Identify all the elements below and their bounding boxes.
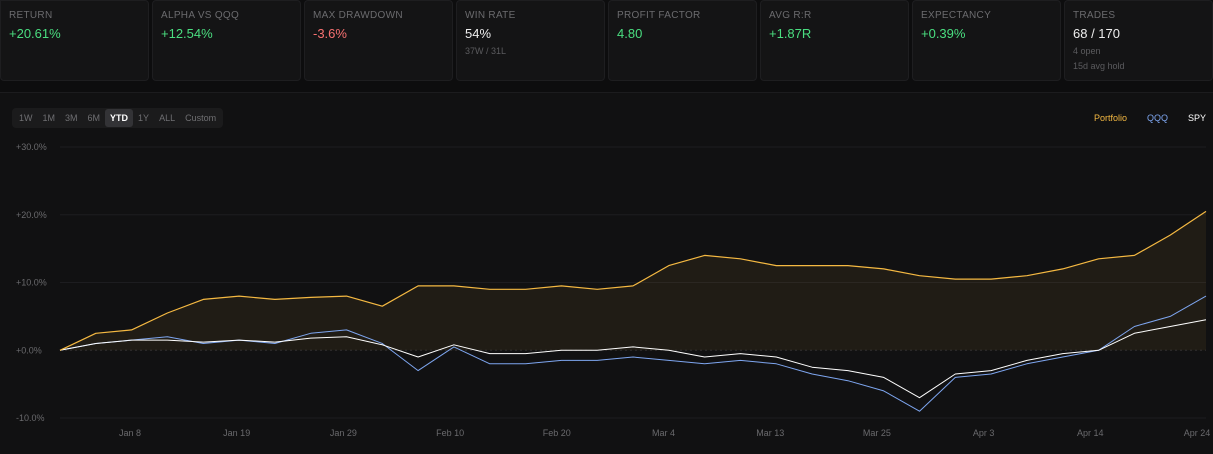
x-tick-label: Feb 10 <box>436 428 464 438</box>
stat-card-trades: TRADES 68 / 170 4 open 15d avg hold <box>1064 0 1213 81</box>
stat-value: +0.39% <box>921 26 966 41</box>
x-tick-label: Mar 13 <box>756 428 784 438</box>
x-tick-label: Jan 29 <box>330 428 357 438</box>
y-tick-label: -10.0% <box>16 413 45 423</box>
y-tick-label: +30.0% <box>16 142 47 152</box>
x-tick-label: Apr 24 <box>1184 428 1211 438</box>
stat-label: TRADES <box>1073 10 1116 21</box>
stat-subtext: 37W / 31L <box>465 46 507 56</box>
series-line-portfolio <box>59 210 1207 351</box>
stat-subtext-secondary: 15d avg hold <box>1073 61 1125 71</box>
y-tick-label: +20.0% <box>16 210 47 220</box>
stat-value: 68 / 170 <box>1073 26 1120 41</box>
stat-value: +1.87R <box>769 26 812 41</box>
y-tick-label: +10.0% <box>16 278 47 288</box>
stat-value: +20.61% <box>9 26 61 41</box>
stat-value: 4.80 <box>617 26 643 41</box>
x-tick-label: Feb 20 <box>543 428 571 438</box>
range-tab-custom[interactable]: Custom <box>185 113 217 123</box>
portfolio-area <box>60 211 1206 351</box>
stat-card-avg-r-r: AVG R:R +1.87R <box>760 0 909 81</box>
x-tick-label: Mar 4 <box>652 428 675 438</box>
stat-card-alpha-vs-qqq: ALPHA VS QQQ +12.54% <box>152 0 301 81</box>
x-tick-label: Apr 14 <box>1077 428 1104 438</box>
range-tab-6m[interactable]: 6M <box>87 113 101 123</box>
chart-legend: Portfolio QQQ SPY <box>1094 113 1206 123</box>
legend-item-portfolio[interactable]: Portfolio <box>1093 113 1127 123</box>
stats-bar: RETURN +20.61% ALPHA VS QQQ +12.54% MAX DRAW… <box>0 0 1213 82</box>
stat-label: RETURN <box>9 10 53 21</box>
stat-card-max-drawdown: MAX DRAWDOWN -3.6% <box>304 0 453 81</box>
stat-card-win-rate: WIN RATE 54% 37W / 31L <box>456 0 605 81</box>
x-tick-label: Jan 8 <box>119 428 141 438</box>
stat-subtext: 4 open <box>1073 46 1101 56</box>
x-tick-label: Mar 25 <box>863 428 891 438</box>
range-tab-ytd[interactable]: YTD <box>105 109 134 127</box>
range-tabs: 1W 1M 3M 6M YTD 1Y ALL Custom <box>12 108 224 128</box>
range-tab-1y[interactable]: 1Y <box>138 113 150 123</box>
x-tick-label: Jan 19 <box>223 428 250 438</box>
chart-panel: +30.0% +20.0% +10.0% +0.0% -10.0% Jan 8 Jan 19… <box>0 92 1213 454</box>
range-tab-3m[interactable]: 3M <box>65 113 78 123</box>
series-line-spy <box>59 319 1207 399</box>
stat-label: PROFIT FACTOR <box>617 10 701 21</box>
performance-chart: +30.0% +20.0% +10.0% +0.0% -10.0% Jan 8 Jan 19… <box>16 142 1211 438</box>
range-tab-1w[interactable]: 1W <box>19 113 33 123</box>
stat-label: ALPHA VS QQQ <box>161 10 240 21</box>
range-tab-all[interactable]: ALL <box>159 113 176 123</box>
y-tick-label: +0.0% <box>16 345 42 355</box>
stat-card-return: RETURN +20.61% <box>0 0 149 81</box>
stat-label: WIN RATE <box>465 10 516 21</box>
stat-card-profit-factor: PROFIT FACTOR 4.80 <box>608 0 757 81</box>
range-tab-1m[interactable]: 1M <box>42 113 56 123</box>
stat-label: AVG R:R <box>769 10 812 21</box>
stat-label: EXPECTANCY <box>921 10 992 21</box>
legend-item-spy[interactable]: SPY <box>1187 113 1206 123</box>
x-tick-label: Apr 3 <box>973 428 995 438</box>
stat-value: 54% <box>465 26 492 41</box>
stat-card-expectancy: EXPECTANCY +0.39% <box>912 0 1061 81</box>
stat-value: -3.6% <box>313 26 347 41</box>
stat-label: MAX DRAWDOWN <box>313 10 403 21</box>
stat-value: +12.54% <box>161 26 213 41</box>
legend-item-qqq[interactable]: QQQ <box>1146 113 1168 123</box>
